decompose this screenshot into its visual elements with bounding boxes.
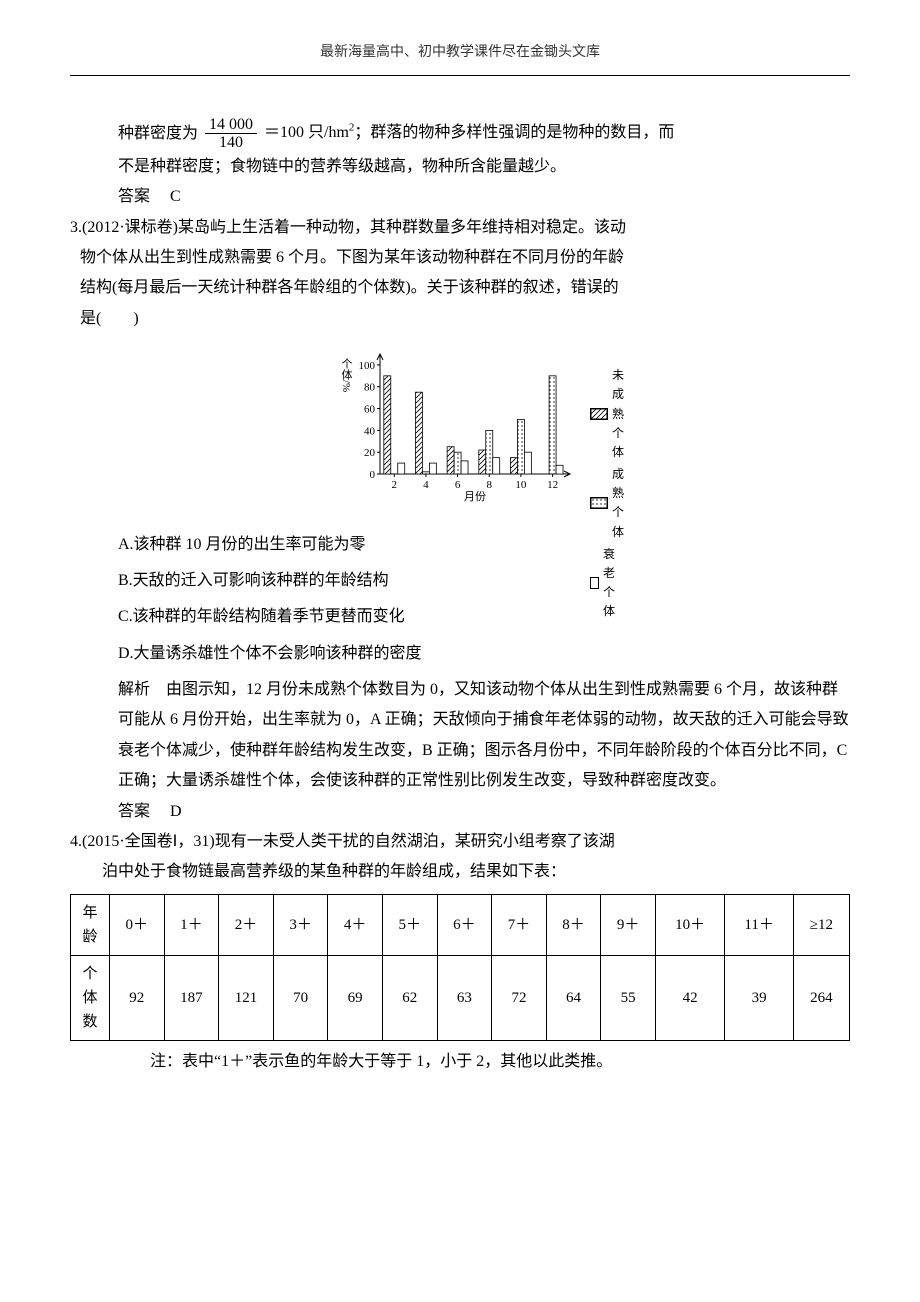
q4-stem: 4.(2015·全国卷Ⅰ，31)现有一未受人类干扰的自然湖泊，某研究小组考察了该… [70,827,850,857]
table-cell: 69 [328,955,383,1040]
text: ＝100 只/hm2；群落的物种多样性强调的是物种的数目，而 [264,124,674,141]
table-cell: 年龄 [71,894,110,955]
question-source: (2015·全国卷Ⅰ，31) [82,833,215,850]
q2-answer: 答案 C [70,182,850,212]
legend-item-aged: 衰老个体 [590,545,624,622]
table-cell: 63 [437,955,492,1040]
legend-swatch [590,497,608,509]
legend-swatch [590,408,608,420]
explanation-text: 由图示知，12 月份未成熟个体数目为 0，又知该动物个体从出生到性成熟需要 6 … [118,681,849,789]
svg-text:100: 100 [359,360,376,372]
text: 种群密度为 [118,124,198,141]
page-header: 最新海量高中、初中教学课件尽在金锄头文库 [70,40,850,76]
table-cell: 9＋ [601,894,656,955]
table-cell: 39 [725,955,793,1040]
table-cell: 7＋ [492,894,547,955]
q3-option-c: C.该种群的年龄结构随着季节更替而变化 [70,602,850,632]
text: 现有一未受人类干扰的自然湖泊，某研究小组考察了该湖 [215,833,615,850]
svg-text:2: 2 [392,479,398,491]
q3-option-b: B.天敌的迁入可影响该种群的年龄结构 [70,566,850,596]
table-cell: 11＋ [725,894,793,955]
legend-item-mature: 成熟个体 [590,465,624,542]
svg-text:8: 8 [487,479,493,491]
answer-label: 答案 [118,803,150,820]
fraction: 14 000 140 [205,116,257,152]
q3-explanation: 解析 由图示知，12 月份未成熟个体数目为 0，又知该动物个体从出生到性成熟需要… [70,675,850,797]
question-number: 4. [70,833,82,850]
legend-swatch [590,577,599,589]
page: 最新海量高中、初中教学课件尽在金锄头文库 种群密度为 14 000 140 ＝1… [0,0,920,1137]
svg-text:60: 60 [364,404,376,416]
bar-chart-svg: 0 20 40 60 80 100 个体/% 月份 2 4 6 8 10 12 [340,344,580,504]
answer-value: C [170,188,181,205]
legend-item-immature: 未成熟个体 [590,366,624,462]
table-cell: 92 [110,955,165,1040]
table-cell: 264 [793,955,849,1040]
answer-value: D [170,803,182,820]
svg-text:个体/%: 个体/% [340,358,353,393]
svg-text:6: 6 [455,479,461,491]
q3-stem-l2: 物个体从出生到性成熟需要 6 个月。下图为某年该动物种群在不同月份的年龄 [70,243,850,273]
q3-chart: 020406080100个体/%月份24681012 未成熟个体 成熟个体 [70,344,850,515]
svg-text:0: 0 [370,469,376,481]
question-source: (2012·课标卷) [82,219,178,236]
table-cell: 10＋ [655,894,724,955]
svg-text:20: 20 [364,447,376,459]
table-cell: 64 [546,955,601,1040]
table-cell: 2＋ [219,894,274,955]
q3-stem-l4: 是( ) [70,304,850,334]
table-cell: 62 [382,955,437,1040]
table-cell: 42 [655,955,724,1040]
q3-answer: 答案 D [70,797,850,827]
table-cell: 55 [601,955,656,1040]
table-cell: 0＋ [110,894,165,955]
q3-stem: 3.(2012·课标卷)某岛屿上生活着一种动物，其种群数量多年维持相对稳定。该动 [70,213,850,243]
svg-text:10: 10 [515,479,527,491]
q2-explanation-line1: 种群密度为 14 000 140 ＝100 只/hm2；群落的物种多样性强调的是… [70,116,850,152]
table-cell: 1＋ [164,894,219,955]
q3-option-d: D.大量诱杀雄性个体不会影响该种群的密度 [70,639,850,669]
table-cell: ≥12 [793,894,849,955]
explanation-label: 解析 [118,681,150,698]
svg-text:80: 80 [364,382,376,394]
legend-label: 成熟个体 [612,465,624,542]
text: 某岛屿上生活着一种动物，其种群数量多年维持相对稳定。该动 [178,219,626,236]
q3-stem-l3: 结构(每月最后一天统计种群各年龄组的个体数)。关于该种群的叙述，错误的 [70,273,850,303]
fraction-numerator: 14 000 [205,116,257,135]
answer-label: 答案 [118,188,150,205]
table-cell: 70 [273,955,328,1040]
q3-option-a: A.该种群 10 月份的出生率可能为零 [70,530,850,560]
chart-legend: 未成熟个体 成熟个体 衰老个体 [590,366,624,624]
table-cell: 3＋ [273,894,328,955]
legend-label: 衰老个体 [603,545,624,622]
table-cell: 121 [219,955,274,1040]
svg-text:40: 40 [364,425,376,437]
table-cell: 187 [164,955,219,1040]
svg-text:月份: 月份 [464,490,486,503]
table-cell: 72 [492,955,547,1040]
fraction-denominator: 140 [205,134,257,152]
q2-explanation-line2: 不是种群密度；食物链中的营养等级越高，物种所含能量越少。 [70,152,850,182]
table-cell: 6＋ [437,894,492,955]
question-number: 3. [70,219,82,236]
table-cell: 个体数 [71,955,110,1040]
svg-text:4: 4 [423,479,429,491]
q4-table-note: 注：表中“1＋”表示鱼的年龄大于等于 1，小于 2，其他以此类推。 [70,1047,850,1077]
svg-text:12: 12 [547,479,558,491]
table-cell: 4＋ [328,894,383,955]
q4-age-table: 年龄0＋1＋2＋3＋4＋5＋6＋7＋8＋9＋10＋11＋≥12 个体数921871… [70,894,850,1041]
table-cell: 5＋ [382,894,437,955]
legend-label: 未成熟个体 [612,366,624,462]
table-cell: 8＋ [546,894,601,955]
q4-stem-l2: 泊中处于食物链最高营养级的某鱼种群的年龄组成，结果如下表： [70,857,850,887]
